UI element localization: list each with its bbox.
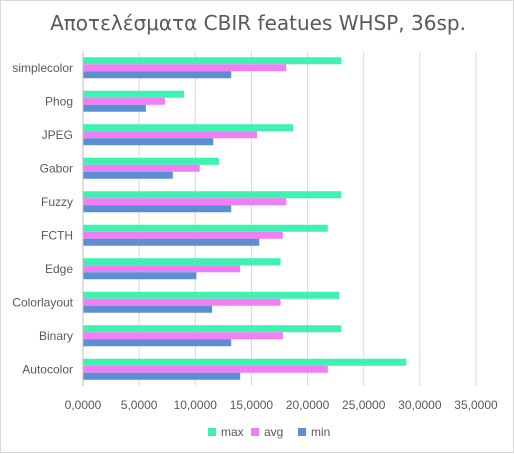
bar-max <box>83 291 340 299</box>
bar-avg <box>83 64 287 72</box>
y-tick-label: FCTH <box>41 228 73 242</box>
bar-min <box>83 339 232 347</box>
legend-item-max: max <box>208 425 244 439</box>
y-tick-label: Gabor <box>40 161 73 175</box>
bar-min <box>83 305 213 313</box>
x-tick-label: 25,0000 <box>342 398 386 412</box>
bars <box>83 57 407 380</box>
bar-max <box>83 258 281 266</box>
bar-max <box>83 325 342 333</box>
bar-min <box>83 238 260 246</box>
legend-swatch <box>208 428 216 436</box>
chart-title: Αποτελέσματα CBIR featues WHSP, 36sp. <box>50 11 466 35</box>
legend-item-avg: avg <box>251 425 283 439</box>
y-tick-label: Edge <box>45 262 73 276</box>
bar-min <box>83 272 197 280</box>
bar-avg <box>83 298 281 306</box>
bar-min <box>83 138 214 146</box>
x-tick-label: 35,0000 <box>454 398 498 412</box>
bar-avg <box>83 365 328 373</box>
x-tick-label: 30,0000 <box>398 398 442 412</box>
x-tick-label: 10,0000 <box>174 398 218 412</box>
legend-item-min: min <box>298 425 330 439</box>
bar-avg <box>83 97 165 105</box>
bar-min <box>83 205 232 213</box>
y-tick-label: JPEG <box>42 128 73 142</box>
legend-label: avg <box>264 425 284 439</box>
bar-avg <box>83 265 241 273</box>
bar-avg <box>83 131 258 139</box>
x-tick-label: 0,0000 <box>65 398 102 412</box>
x-tick-label: 20,0000 <box>286 398 330 412</box>
y-tick-label: Autocolor <box>22 362 73 376</box>
bar-max <box>83 90 185 98</box>
legend-label: max <box>221 425 244 439</box>
bar-min <box>83 372 241 380</box>
bar-avg <box>83 164 200 172</box>
legend-swatch <box>298 428 306 436</box>
bar-min <box>83 171 173 179</box>
bar-max <box>83 57 342 65</box>
x-tick-label: 5,0000 <box>121 398 158 412</box>
bar-max <box>83 224 328 232</box>
bar-max <box>83 157 219 165</box>
y-tick-label: Colorlayout <box>12 295 73 309</box>
bar-avg <box>83 332 283 340</box>
legend: max avg min <box>1 425 514 443</box>
bar-max <box>83 124 293 132</box>
bar-min <box>83 71 232 79</box>
bar-avg <box>83 231 283 239</box>
legend-label: min <box>311 425 331 439</box>
bar-max <box>83 191 342 199</box>
bar-min <box>83 104 146 112</box>
y-tick-label: Phog <box>45 94 73 108</box>
legend-swatch <box>251 428 259 436</box>
x-tick-label: 15,0000 <box>230 398 274 412</box>
y-tick-label: Fuzzy <box>41 195 73 209</box>
bar-max <box>83 358 407 366</box>
bar-avg <box>83 198 287 206</box>
tick-labels: 0,0000 5,0000 10,0000 15,0000 20,0000 25,0000… <box>12 61 498 412</box>
y-tick-label: simplecolor <box>12 61 73 75</box>
y-tick-label: Binary <box>39 329 73 343</box>
